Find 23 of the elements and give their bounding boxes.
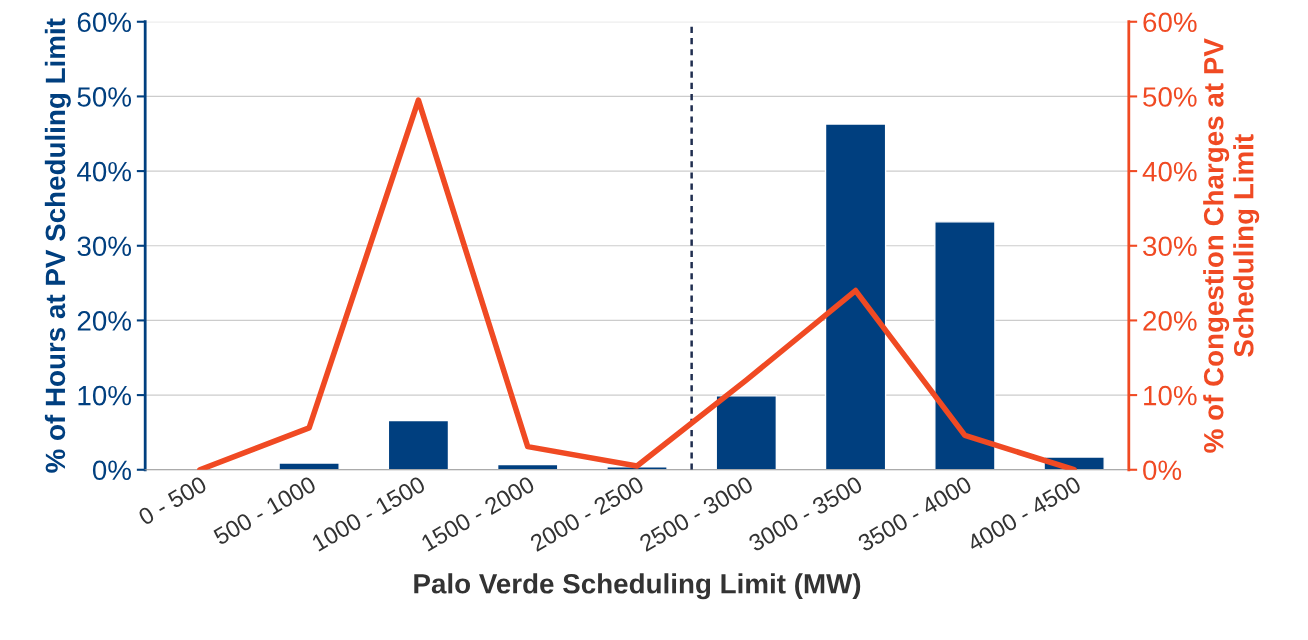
y-tick-label: 60% <box>77 12 132 33</box>
y-tick-label: 20% <box>77 311 132 331</box>
bar <box>278 462 340 470</box>
bar <box>934 221 996 470</box>
x-axis-title: Palo Verde Scheduling Limit (MW) <box>414 573 861 600</box>
y2-tick-label: 0% <box>1143 460 1182 481</box>
y-tick-label: 50% <box>77 87 132 107</box>
y2-tick-label: 10% <box>1144 385 1197 406</box>
bar <box>715 395 778 470</box>
y-axis-title: % of Hours at PV Scheduling Limit <box>44 18 71 473</box>
y-tick-label: 30% <box>77 236 132 257</box>
bar <box>824 123 887 470</box>
y-tick-label: 0% <box>92 460 132 481</box>
y2-tick-label: 40% <box>1142 161 1197 182</box>
y2-axis-title: % of Congestion Charges at PV Scheduling Limit <box>1203 38 1260 453</box>
bar <box>387 419 450 470</box>
y2-tick-label: 50% <box>1143 87 1197 107</box>
y2-tick-label: 60% <box>1143 12 1197 33</box>
x-tick-label: 0 - 500 <box>137 475 208 526</box>
y-tick-label: 40% <box>77 161 132 182</box>
y2-tick-label: 30% <box>1143 236 1197 257</box>
y-tick-label: 10% <box>78 385 132 406</box>
y2-tick-label: 20% <box>1143 311 1197 331</box>
